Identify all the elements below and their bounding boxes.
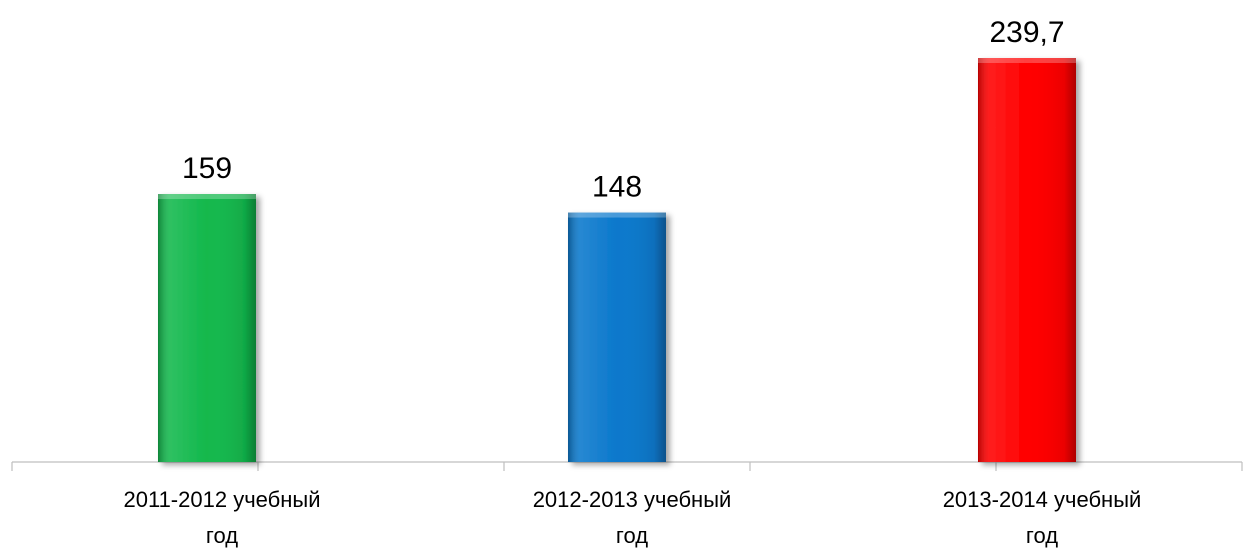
category-labels-group: 2011-2012 учебный год 2012-2013 учебный год… <box>124 487 1142 548</box>
bar-bevel <box>978 58 1076 462</box>
bar <box>568 212 666 462</box>
bar <box>158 194 256 462</box>
data-label: 159 <box>182 152 232 185</box>
bar-bevel <box>568 212 666 462</box>
category-label: 2012-2013 учебный год <box>533 487 732 548</box>
data-label: 239,7 <box>989 16 1064 49</box>
bar-bevel <box>158 194 256 462</box>
x-axis-ticks <box>11 462 1243 471</box>
bar-top-bevel <box>158 194 256 200</box>
bars-group <box>158 58 1076 462</box>
bar-top-bevel <box>978 58 1076 63</box>
data-label: 148 <box>592 171 642 204</box>
bar <box>978 58 1076 462</box>
data-labels-group: 159 148 239,7 <box>182 16 1065 204</box>
category-label: 2013-2014 учебный год <box>943 487 1142 548</box>
bar-top-bevel <box>568 212 666 218</box>
category-label: 2011-2012 учебный год <box>124 487 321 548</box>
